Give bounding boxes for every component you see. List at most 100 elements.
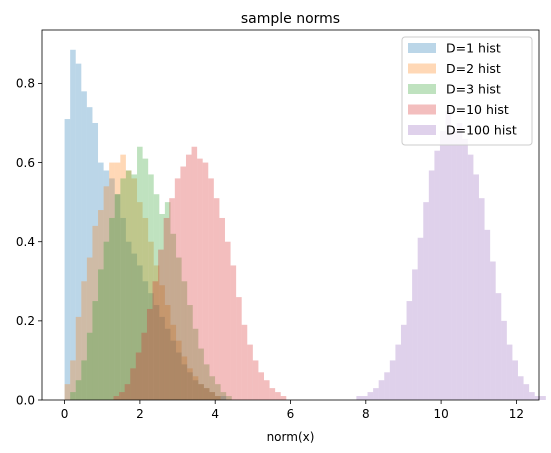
histogram-bar — [65, 384, 71, 400]
histogram-bar — [418, 238, 424, 400]
histogram-bar — [70, 392, 76, 400]
histogram-bar — [203, 163, 209, 400]
histogram-bar — [529, 392, 535, 400]
histogram-bar — [104, 242, 110, 400]
histogram-bar — [76, 380, 82, 400]
y-tick-label: 0.6 — [16, 156, 35, 170]
histogram-bar — [65, 119, 71, 400]
histogram-bar — [535, 396, 541, 400]
histogram-bar — [270, 388, 276, 400]
histogram-bar — [114, 396, 120, 400]
histogram-bar — [126, 170, 132, 400]
histogram-bar — [214, 198, 220, 400]
histogram-bar — [457, 123, 463, 400]
histogram-bar — [231, 265, 237, 400]
histogram-bar — [423, 202, 429, 400]
legend: D=1 hist D=2 hist D=3 hist D=10 hist D=100 h… — [402, 37, 532, 145]
histogram-bar — [236, 297, 242, 400]
histogram-bar — [507, 345, 513, 400]
legend-label: D=10 hist — [446, 102, 509, 117]
y-tick-label: 0.8 — [16, 77, 35, 91]
legend-label: D=1 hist — [446, 41, 501, 56]
histogram-bar — [258, 372, 264, 400]
histogram-bar — [462, 139, 468, 400]
histogram-bar — [264, 380, 270, 400]
histogram-bar — [281, 396, 287, 400]
histogram-bar — [434, 151, 440, 400]
histogram-bar — [275, 392, 281, 400]
x-axis-label: norm(x) — [267, 430, 315, 444]
histogram-bar — [225, 242, 231, 400]
x-tick-label: 4 — [211, 407, 219, 421]
histogram-bar — [501, 321, 507, 400]
histogram-bar — [158, 250, 164, 400]
histogram-bar — [440, 131, 446, 400]
histogram-bar — [368, 392, 374, 400]
histogram-bar — [479, 198, 485, 400]
histogram-bar — [98, 269, 104, 400]
histogram-bar — [540, 396, 546, 400]
histogram-bar — [490, 262, 496, 401]
histogram-bar — [242, 325, 248, 400]
histogram-bar — [496, 293, 502, 400]
histogram-bar — [473, 174, 479, 400]
histogram-bar — [219, 218, 225, 400]
x-tick-label: 10 — [433, 407, 448, 421]
histogram-bar — [429, 170, 435, 400]
x-tick-label: 8 — [362, 407, 370, 421]
histogram-bar — [485, 230, 491, 400]
legend-label: D=2 hist — [446, 61, 501, 76]
histogram-bar — [401, 325, 407, 400]
histogram-bar — [153, 281, 159, 400]
histogram-bar — [141, 333, 147, 400]
histogram-bar — [412, 269, 418, 400]
histogram-bar — [390, 360, 396, 400]
histogram-bar — [356, 396, 362, 400]
legend-label: D=3 hist — [446, 82, 501, 97]
y-tick-label: 0.0 — [16, 393, 35, 407]
legend-label: D=100 hist — [446, 123, 517, 138]
chart-title: sample norms — [241, 11, 340, 27]
histogram-bar — [197, 159, 203, 400]
histogram-bar — [524, 384, 530, 400]
histogram-bar — [407, 301, 413, 400]
legend-swatch — [408, 43, 436, 53]
x-tick-label: 12 — [509, 407, 524, 421]
legend-swatch — [408, 105, 436, 115]
y-tick-label: 0.4 — [16, 235, 35, 249]
histogram-bar — [147, 309, 153, 400]
histogram-bar — [81, 360, 87, 400]
legend-swatch — [408, 125, 436, 135]
histogram-bar — [70, 50, 76, 400]
histogram-bar — [208, 178, 214, 400]
histogram-bar — [87, 333, 93, 400]
legend-swatch — [408, 64, 436, 74]
y-tick-label: 0.2 — [16, 314, 35, 328]
histogram-bar — [512, 360, 518, 400]
histogram-bar — [136, 353, 142, 400]
histogram-bar — [125, 384, 131, 400]
histogram-bar — [518, 376, 524, 400]
histogram-bar — [446, 111, 452, 400]
histogram-bar — [186, 155, 192, 400]
histogram-bar — [92, 301, 98, 400]
histogram-bar — [451, 131, 457, 400]
histogram-bar — [247, 345, 253, 400]
histogram-bar — [119, 392, 125, 400]
histogram-bar — [130, 368, 136, 400]
histogram-bar — [164, 218, 170, 400]
histogram-bar — [192, 147, 198, 400]
histogram-bar — [115, 194, 121, 400]
histogram-bar — [362, 396, 368, 400]
x-tick-label: 0 — [61, 407, 69, 421]
histogram-bar — [253, 360, 259, 400]
histogram-bar — [373, 388, 379, 400]
histogram-bar — [395, 345, 401, 400]
x-tick-label: 2 — [136, 407, 144, 421]
histogram-bar — [384, 372, 390, 400]
histogram-bar — [175, 178, 181, 400]
histogram-bar — [468, 155, 474, 400]
histogram-bar — [120, 178, 126, 400]
histogram-bar — [180, 167, 186, 400]
